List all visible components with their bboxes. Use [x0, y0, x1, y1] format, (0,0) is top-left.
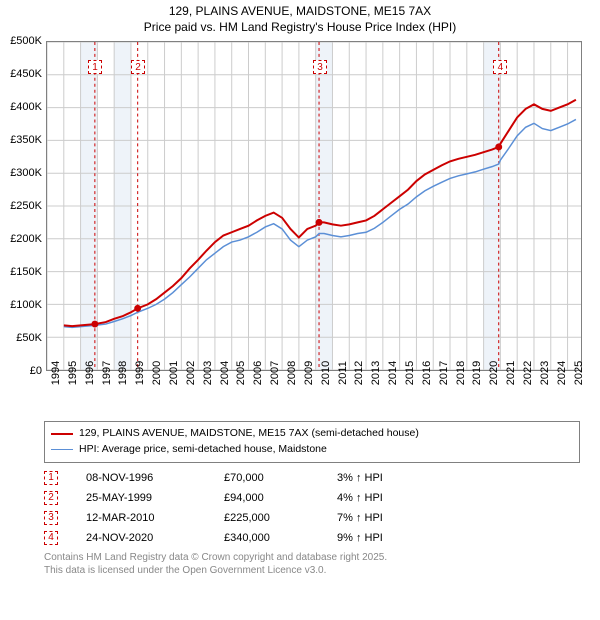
event-date: 08-NOV-1996 [86, 472, 196, 484]
y-tick-label: £250K [10, 200, 42, 212]
x-tick-label: 2008 [286, 361, 298, 385]
x-tick-label: 2014 [387, 361, 399, 385]
legend-swatch [51, 433, 73, 435]
plot-region: 1 2 3 4 [46, 41, 582, 371]
footer-line-1: Contains HM Land Registry data © Crown c… [44, 551, 580, 564]
x-tick-label: 2003 [202, 361, 214, 385]
x-tick-label: 2001 [168, 361, 180, 385]
x-tick-label: 2010 [320, 361, 332, 385]
event-badge: 1 [44, 471, 58, 485]
x-tick-label: 2022 [522, 361, 534, 385]
x-tick-label: 1997 [101, 361, 113, 385]
plot-svg [47, 42, 581, 370]
x-tick-label: 2000 [151, 361, 163, 385]
event-row: 4 24-NOV-2020 £340,000 9% ↑ HPI [44, 531, 580, 545]
event-pct: 9% ↑ HPI [337, 532, 427, 544]
event-pct: 4% ↑ HPI [337, 492, 427, 504]
x-tick-label: 1996 [84, 361, 96, 385]
x-tick-label: 2013 [370, 361, 382, 385]
event-date: 24-NOV-2020 [86, 532, 196, 544]
x-tick-label: 2017 [438, 361, 450, 385]
x-tick-label: 2016 [421, 361, 433, 385]
event-row: 1 08-NOV-1996 £70,000 3% ↑ HPI [44, 471, 580, 485]
event-marker-1: 1 [88, 60, 102, 74]
x-tick-label: 2020 [488, 361, 500, 385]
y-tick-label: £200K [10, 233, 42, 245]
x-tick-label: 1994 [50, 361, 62, 385]
title-line-2: Price paid vs. HM Land Registry's House … [0, 20, 600, 36]
x-tick-label: 2007 [269, 361, 281, 385]
legend-swatch [51, 449, 73, 450]
x-tick-label: 2011 [337, 361, 349, 385]
event-price: £340,000 [224, 532, 309, 544]
x-tick-label: 1998 [117, 361, 129, 385]
x-tick-label: 2018 [455, 361, 467, 385]
x-tick-label: 2005 [235, 361, 247, 385]
x-tick-label: 2004 [219, 361, 231, 385]
x-tick-label: 2025 [573, 361, 585, 385]
legend: 129, PLAINS AVENUE, MAIDSTONE, ME15 7AX … [44, 421, 580, 463]
event-pct: 3% ↑ HPI [337, 472, 427, 484]
chart-area: £0£50K£100K£150K£200K£250K£300K£350K£400… [0, 41, 600, 421]
event-row: 2 25-MAY-1999 £94,000 4% ↑ HPI [44, 491, 580, 505]
event-pct: 7% ↑ HPI [337, 512, 427, 524]
event-marker-3: 3 [313, 60, 327, 74]
x-tick-label: 2009 [303, 361, 315, 385]
event-date: 25-MAY-1999 [86, 492, 196, 504]
event-date: 12-MAR-2010 [86, 512, 196, 524]
y-axis: £0£50K£100K£150K£200K£250K£300K£350K£400… [0, 41, 46, 371]
title-line-1: 129, PLAINS AVENUE, MAIDSTONE, ME15 7AX [0, 4, 600, 20]
y-tick-label: £300K [10, 167, 42, 179]
x-tick-label: 2021 [505, 361, 517, 385]
y-tick-label: £50K [16, 332, 42, 344]
legend-label: HPI: Average price, semi-detached house,… [79, 442, 327, 458]
x-tick-label: 1995 [67, 361, 79, 385]
y-tick-label: £150K [10, 266, 42, 278]
x-tick-label: 2024 [556, 361, 568, 385]
y-tick-label: £450K [10, 68, 42, 80]
legend-item: HPI: Average price, semi-detached house,… [51, 442, 573, 458]
event-badge: 2 [44, 491, 58, 505]
x-tick-label: 2006 [252, 361, 264, 385]
event-badge: 4 [44, 531, 58, 545]
event-price: £94,000 [224, 492, 309, 504]
y-tick-label: £400K [10, 101, 42, 113]
events-table: 1 08-NOV-1996 £70,000 3% ↑ HPI 2 25-MAY-1999 £… [44, 471, 580, 545]
y-tick-label: £350K [10, 134, 42, 146]
event-marker-4: 4 [493, 60, 507, 74]
event-price: £225,000 [224, 512, 309, 524]
y-tick-label: £500K [10, 35, 42, 47]
event-row: 3 12-MAR-2010 £225,000 7% ↑ HPI [44, 511, 580, 525]
event-badge: 3 [44, 511, 58, 525]
event-price: £70,000 [224, 472, 309, 484]
footer-line-2: This data is licensed under the Open Gov… [44, 564, 580, 577]
legend-item: 129, PLAINS AVENUE, MAIDSTONE, ME15 7AX … [51, 426, 573, 442]
x-axis: 1994199519961997199819992000200120022003… [0, 371, 600, 415]
x-tick-label: 2019 [471, 361, 483, 385]
x-tick-label: 2015 [404, 361, 416, 385]
legend-label: 129, PLAINS AVENUE, MAIDSTONE, ME15 7AX … [79, 426, 419, 442]
x-tick-label: 1999 [134, 361, 146, 385]
event-marker-2: 2 [131, 60, 145, 74]
x-tick-label: 2012 [353, 361, 365, 385]
chart-titles: 129, PLAINS AVENUE, MAIDSTONE, ME15 7AX … [0, 0, 600, 35]
x-tick-label: 2023 [539, 361, 551, 385]
footer-note: Contains HM Land Registry data © Crown c… [44, 551, 580, 577]
x-tick-label: 2002 [185, 361, 197, 385]
y-tick-label: £100K [10, 299, 42, 311]
